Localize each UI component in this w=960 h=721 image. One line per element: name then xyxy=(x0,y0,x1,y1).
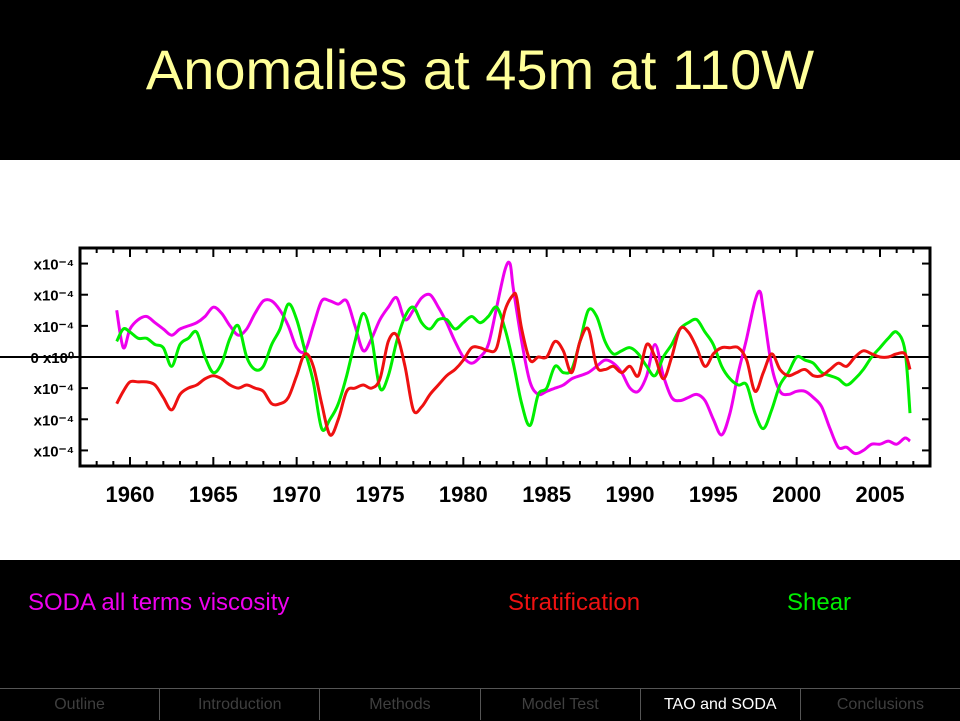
y-tick-label: x10⁻⁴ xyxy=(34,443,74,460)
x-tick-label: 1970 xyxy=(272,482,321,507)
y-tick-label: x10⁻⁴ xyxy=(34,319,74,336)
navigation-bar: Outline Introduction Methods Model Test … xyxy=(0,688,960,721)
nav-tab-tao-and-soda[interactable]: TAO and SODA xyxy=(639,689,800,720)
series-line-shear xyxy=(115,302,912,432)
y-tick-label: x10⁻⁴ xyxy=(34,412,74,429)
x-tick-label: 2005 xyxy=(856,482,905,507)
series-line-stratification xyxy=(115,291,912,437)
nav-tab-outline[interactable]: Outline xyxy=(54,696,105,713)
y-tick-label: x10⁻⁴ xyxy=(34,257,74,274)
x-tick-label: 1985 xyxy=(522,482,571,507)
x-tick-label: 1990 xyxy=(606,482,655,507)
nav-tab-methods[interactable]: Methods xyxy=(319,689,479,720)
chart-figure: 1960 1965 1970 1975 1980 1985 1990 1995 2000 2005… xyxy=(0,160,960,560)
y-tick-label: x10⁻⁴ xyxy=(34,381,74,398)
line-chart: 1960 1965 1970 1975 1980 1985 1990 1995 2000 2005… xyxy=(0,246,932,507)
x-tick-label: 1975 xyxy=(356,482,405,507)
y-tick-label: 0 x10⁰ xyxy=(30,350,74,367)
nav-tab-introduction[interactable]: Introduction xyxy=(159,689,319,720)
series-line-soda-all-terms-viscosity xyxy=(115,260,911,456)
x-tick-label: 1965 xyxy=(189,482,238,507)
x-tick-label: 2000 xyxy=(772,482,821,507)
slide-title: Anomalies at 45m at 110W xyxy=(145,38,815,101)
legend-soda-viscosity: SODA all terms viscosity xyxy=(28,589,290,616)
x-tick-label: 1995 xyxy=(689,482,738,507)
x-tick-label: 1960 xyxy=(106,482,155,507)
x-tick-label: 1980 xyxy=(439,482,488,507)
nav-tab-model-test[interactable]: Model Test xyxy=(479,689,640,720)
y-tick-label: x10⁻⁴ xyxy=(34,288,74,305)
nav-tab-conclusions[interactable]: Conclusions xyxy=(799,689,960,720)
legend-shear: Shear xyxy=(787,589,852,616)
legend-stratification: Stratification xyxy=(508,589,641,616)
